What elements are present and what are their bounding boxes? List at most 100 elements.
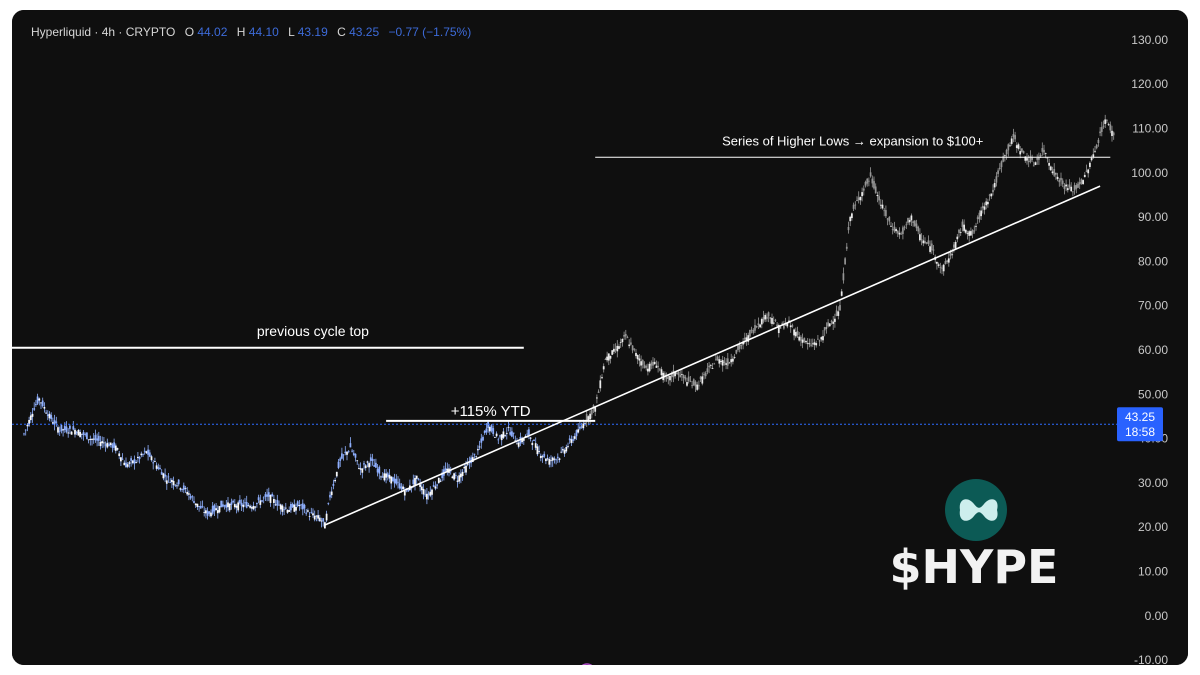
candle-body [262,497,265,499]
candle-body [500,434,503,441]
candle-body [791,325,794,327]
candle-body [120,457,122,462]
candle-body [386,473,389,477]
candle-body [677,372,680,376]
candle-body [398,483,401,489]
candle-body [308,515,311,517]
candle-body [910,215,913,221]
candle-body [1046,157,1049,159]
candle-body [953,244,955,248]
candle-body [1002,156,1005,162]
candle-body [670,374,673,378]
candle-body [698,385,700,387]
candle-body [512,432,515,434]
candle-body [806,342,809,344]
high-value: 44.10 [249,25,279,39]
candle-body [917,226,920,232]
candle-body [172,480,175,486]
candle-body [295,506,297,511]
candle-body [840,291,843,296]
candle-body [274,504,277,506]
candle-body [220,500,223,508]
candle-body [36,396,39,404]
candle-body [24,429,27,431]
candle-body [995,176,998,183]
candle-body [985,201,988,206]
candle-body [947,258,950,263]
price-tag: 43.25 18:58 [1117,407,1163,442]
candle-body [667,374,670,379]
candle-body [35,404,37,406]
candle-body [344,451,347,454]
candle-body [94,435,97,441]
candle-body [482,437,484,441]
candle-body [281,505,284,512]
candle-body [371,458,374,461]
scroll-indicator[interactable] [579,663,595,665]
candle-body [650,362,653,366]
candle-body [888,216,891,222]
candle-body [861,192,863,197]
candle-body [777,325,780,334]
y-tick-label: 130.00 [1131,33,1168,47]
candle-body [929,246,931,252]
candle-body [789,325,792,328]
candle-body [981,205,984,209]
candle-body [402,486,404,490]
candle-body [1036,157,1039,160]
candle-body [783,324,785,329]
candle-body [805,341,807,343]
candle-body [29,415,32,421]
candle-body [980,210,982,217]
candle-body [706,368,709,373]
candle-body [264,494,267,497]
candle-body [704,372,707,377]
candle-body [55,421,58,423]
candle-body [766,316,768,319]
candle-body [749,330,751,337]
candle-body [400,486,403,490]
hype-logo: $HYPE [890,479,1058,594]
candle-body [602,366,605,370]
candle-body [228,503,231,511]
candle-body [786,322,789,327]
candle-body [594,406,597,412]
candle-body [973,230,976,232]
candle-body [63,425,66,430]
candle-body [658,368,661,370]
candle-body [473,453,476,455]
candle-body [743,337,746,340]
candle-body [517,442,520,447]
candle-body [165,480,168,484]
candle-body [509,432,512,435]
candle-body [114,445,117,451]
candle-body [951,254,954,256]
candle-body [533,439,535,441]
candle-body [477,449,479,451]
candle-body [57,427,59,433]
candle-body [414,478,416,485]
candle-body [944,261,947,265]
exchange-label: CRYPTO [126,25,176,39]
candle-body [364,465,367,469]
candle-body [759,324,761,328]
candle-body [893,226,896,232]
candle-body [103,442,105,444]
candle-body [67,432,70,434]
candle-body [276,499,279,506]
candle-body [451,476,454,479]
candle-body [267,492,270,497]
candle-body [249,505,251,508]
candle-body [550,460,552,462]
price-chart[interactable]: previous cycle top +115% YTD Series of H… [12,10,1188,665]
candle-body [347,451,350,453]
candle-body [215,508,217,511]
candle-body [1012,134,1015,138]
candle-body [313,515,316,520]
candle-body [526,433,529,435]
candle-body [376,468,379,473]
candle-body [307,510,309,512]
candle-body [946,260,948,263]
candle-body [854,204,857,206]
candle-body [324,522,326,529]
